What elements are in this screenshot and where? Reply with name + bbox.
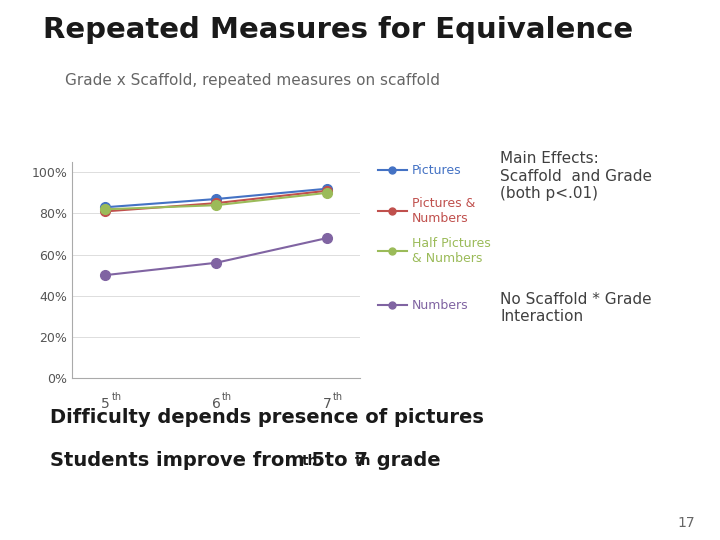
Text: 17: 17 [678, 516, 695, 530]
Text: Grade x Scaffold, repeated measures on scaffold: Grade x Scaffold, repeated measures on s… [65, 73, 440, 88]
Text: Numbers: Numbers [412, 299, 469, 312]
Text: Pictures &
Numbers: Pictures & Numbers [412, 197, 475, 225]
Text: Pictures: Pictures [412, 164, 462, 177]
Text: to 7: to 7 [318, 451, 368, 470]
Text: grade: grade [370, 451, 441, 470]
Text: Half Pictures
& Numbers: Half Pictures & Numbers [412, 237, 490, 265]
Text: Main Effects:
Scaffold  and Grade
(both p<.01): Main Effects: Scaffold and Grade (both p… [500, 151, 652, 201]
Text: Repeated Measures for Equivalence: Repeated Measures for Equivalence [43, 16, 634, 44]
Text: 7: 7 [323, 397, 331, 411]
Text: Difficulty depends presence of pictures: Difficulty depends presence of pictures [50, 408, 485, 427]
Text: 6: 6 [212, 397, 220, 411]
Text: th: th [112, 392, 122, 402]
Text: th: th [355, 454, 371, 468]
Text: 5: 5 [101, 397, 109, 411]
Text: No Scaffold * Grade
Interaction: No Scaffold * Grade Interaction [500, 292, 652, 324]
Text: th: th [302, 454, 318, 468]
Text: th: th [222, 392, 232, 402]
Text: th: th [333, 392, 343, 402]
Text: Students improve from 5: Students improve from 5 [50, 451, 325, 470]
